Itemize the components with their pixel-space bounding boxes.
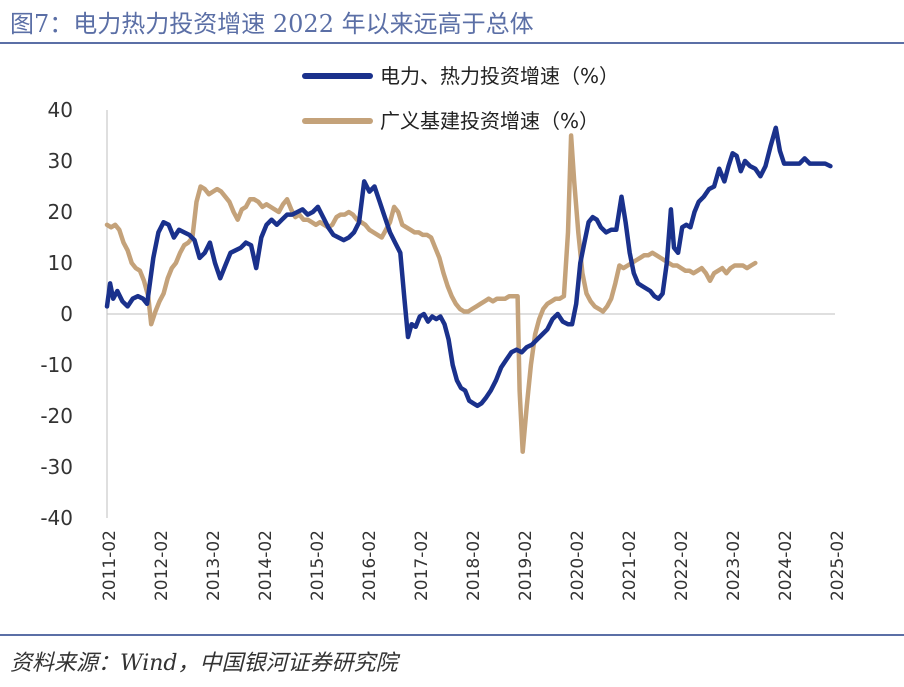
x-tick-label: 2017-02 (412, 530, 432, 601)
y-tick-label: -30 (40, 455, 73, 479)
x-tick-label: 2012-02 (152, 530, 172, 601)
x-tick-label: 2020-02 (568, 530, 588, 601)
legend-label-infra: 广义基建投资增速（%） (380, 109, 599, 133)
legend-label-power: 电力、热力投资增速（%） (380, 64, 619, 88)
y-tick-label: 10 (48, 251, 73, 275)
footer-divider (0, 634, 904, 636)
y-axis: 40 30 20 10 0 -10 -20 -30 -40 (40, 98, 835, 530)
x-tick-label: 2014-02 (256, 530, 276, 601)
x-tick-label: 2022-02 (672, 530, 692, 601)
legend: 电力、热力投资增速（%） 广义基建投资增速（%） (302, 64, 619, 133)
x-axis: 2011-02 2012-02 2013-02 2014-02 2015-02 2016-… (100, 530, 848, 601)
y-tick-label: 30 (48, 149, 73, 173)
y-tick-label: 40 (48, 98, 73, 122)
x-tick-label: 2024-02 (776, 530, 796, 601)
x-tick-label: 2015-02 (308, 530, 328, 601)
x-tick-label: 2018-02 (464, 530, 484, 601)
chart-area: 电力、热力投资增速（%） 广义基建投资增速（%） 40 30 20 10 0 -10 -20… (40, 64, 848, 601)
source-note: 资料来源：Wind，中国银河证券研究院 (10, 651, 398, 676)
x-tick-label: 2021-02 (620, 530, 640, 601)
x-tick-label: 2011-02 (100, 530, 120, 601)
y-tick-label: 20 (48, 200, 73, 224)
y-tick-label: -10 (40, 353, 73, 377)
x-tick-label: 2019-02 (516, 530, 536, 601)
y-tick-label: -40 (40, 506, 73, 530)
x-tick-label: 2023-02 (724, 530, 744, 601)
x-tick-label: 2025-02 (828, 530, 848, 601)
y-tick-label: 0 (60, 302, 73, 326)
x-tick-label: 2013-02 (204, 530, 224, 601)
chart-title: 图7：电力热力投资增速 2022 年以来远高于总体 (10, 10, 534, 38)
series-line-infra (104, 133, 758, 454)
x-tick-label: 2016-02 (360, 530, 380, 601)
title-divider (0, 42, 904, 44)
series-lines (104, 125, 833, 454)
series-line-power (104, 125, 833, 409)
y-tick-label: -20 (40, 404, 73, 428)
